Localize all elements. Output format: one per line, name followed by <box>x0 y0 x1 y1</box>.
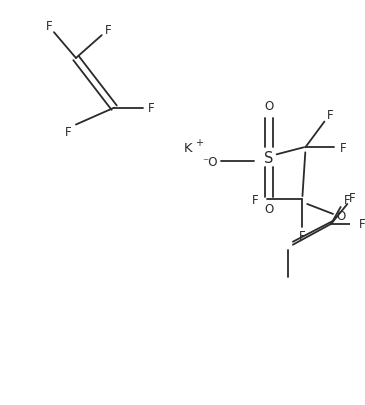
Text: F: F <box>252 193 259 206</box>
Text: F: F <box>344 193 351 206</box>
Text: F: F <box>46 20 53 33</box>
Text: F: F <box>65 126 72 139</box>
Text: F: F <box>148 102 155 115</box>
Text: K: K <box>184 141 192 154</box>
Text: +: + <box>195 138 203 148</box>
Text: F: F <box>327 109 334 122</box>
Text: F: F <box>105 23 112 36</box>
Text: O: O <box>264 203 274 216</box>
Text: ⁻O: ⁻O <box>202 156 218 168</box>
Text: F: F <box>299 230 306 243</box>
Text: S: S <box>264 150 274 165</box>
Text: O: O <box>336 210 345 223</box>
Text: F: F <box>340 141 347 154</box>
Text: F: F <box>359 218 365 231</box>
Text: F: F <box>349 191 356 204</box>
Text: O: O <box>264 100 274 113</box>
